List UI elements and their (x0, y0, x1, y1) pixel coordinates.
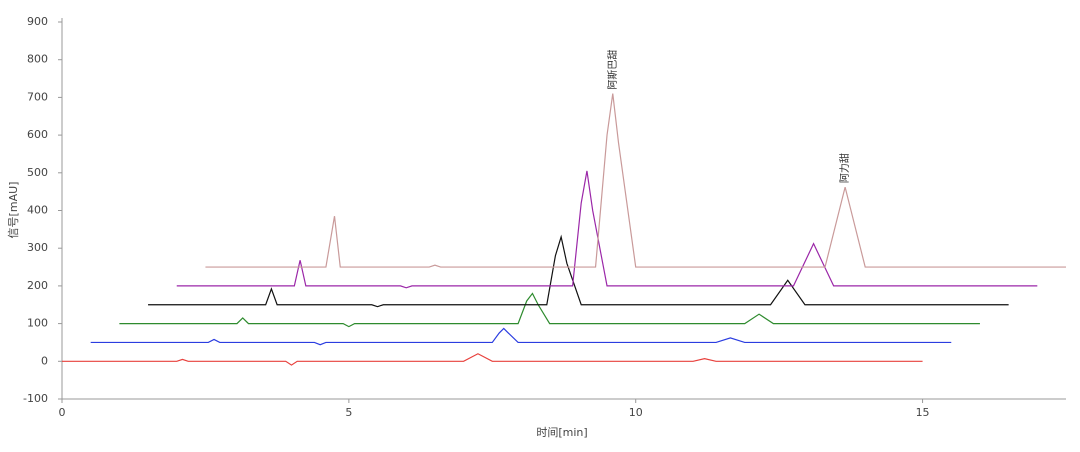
y-axis-label: 信号[mAU] (7, 182, 20, 239)
x-tick-label: 15 (916, 406, 930, 419)
y-tick-label: 0 (41, 354, 48, 367)
trace (176, 170, 1038, 289)
y-tick-label: 300 (27, 241, 48, 254)
trace (90, 327, 952, 346)
y-tick-label: 500 (27, 166, 48, 179)
peak-annotation: 阿斯巴甜 (606, 50, 619, 90)
y-tick-label: 900 (27, 15, 48, 28)
y-tick-label: 800 (27, 53, 48, 66)
y-tick-label: 200 (27, 279, 48, 292)
trace (148, 234, 1009, 308)
y-tick-label: 100 (27, 317, 48, 330)
y-tick-label: -100 (23, 392, 48, 405)
x-tick-label: 5 (345, 406, 352, 419)
x-tick-label: 0 (59, 406, 66, 419)
y-tick-label: 600 (27, 128, 48, 141)
x-axis-label: 时间[min] (536, 426, 587, 439)
y-tick-label: 700 (27, 90, 48, 103)
trace (205, 93, 1066, 268)
peak-annotation: 阿力甜 (838, 153, 851, 183)
y-tick-label: 400 (27, 204, 48, 217)
trace (62, 353, 923, 366)
x-tick-label: 10 (629, 406, 643, 419)
trace (119, 292, 980, 328)
